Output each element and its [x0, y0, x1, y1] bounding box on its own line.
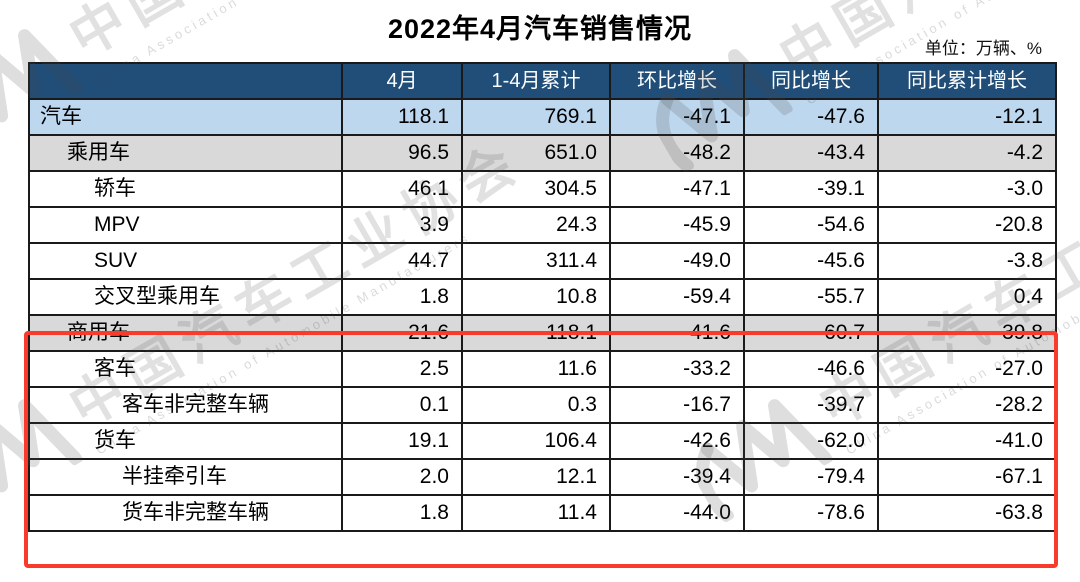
unit-note: 单位：万辆、%: [924, 39, 1042, 58]
column-header: 环比增长: [609, 62, 745, 100]
value-cell: -47.6: [743, 98, 879, 136]
row-label: 商用车: [28, 314, 343, 352]
value-cell: -47.1: [609, 170, 745, 208]
value-cell: 118.1: [461, 314, 611, 352]
value-cell: -42.6: [609, 422, 745, 460]
table-row: 客车 2.5 11.6 -33.2 -46.6 -27.0: [28, 350, 1057, 388]
row-label: SUV: [28, 242, 343, 280]
sales-table: 4月 1-4月累计 环比增长 同比增长 同比累计增长 汽车 118.1 769.1 -47.1…: [28, 62, 1057, 532]
table-row: SUV 44.7 311.4 -49.0 -45.6 -3.8: [28, 242, 1057, 280]
value-cell: 651.0: [461, 134, 611, 172]
value-cell: 11.6: [461, 350, 611, 388]
value-cell: 769.1: [461, 98, 611, 136]
value-cell: -44.0: [609, 494, 745, 532]
sales-table-wrap: 4月 1-4月累计 环比增长 同比增长 同比累计增长 汽车 118.1 769.1 -47.1…: [28, 62, 1057, 532]
value-cell: -45.9: [609, 206, 745, 244]
value-cell: 106.4: [461, 422, 611, 460]
value-cell: -62.0: [743, 422, 879, 460]
row-label: MPV: [28, 206, 343, 244]
value-cell: -47.1: [609, 98, 745, 136]
table-row: 汽车 118.1 769.1 -47.1 -47.6 -12.1: [28, 98, 1057, 136]
value-cell: -55.7: [743, 278, 879, 316]
value-cell: 10.8: [461, 278, 611, 316]
value-cell: -49.0: [609, 242, 745, 280]
value-cell: 11.4: [461, 494, 611, 532]
column-header: 1-4月累计: [461, 62, 611, 100]
value-cell: 1.8: [341, 494, 463, 532]
value-cell: -60.7: [743, 314, 879, 352]
row-label: 客车非完整车辆: [28, 386, 343, 424]
column-header-category: [28, 62, 343, 100]
value-cell: 19.1: [341, 422, 463, 460]
column-header: 同比增长: [743, 62, 879, 100]
value-cell: -39.8: [877, 314, 1057, 352]
value-cell: -67.1: [877, 458, 1057, 496]
row-label: 汽车: [28, 98, 343, 136]
value-cell: -3.0: [877, 170, 1057, 208]
value-cell: 46.1: [341, 170, 463, 208]
value-cell: -39.1: [743, 170, 879, 208]
table-row: 交叉型乘用车 1.8 10.8 -59.4 -55.7 0.4: [28, 278, 1057, 316]
table-body: 汽车 118.1 769.1 -47.1 -47.6 -12.1 乘用车 96.5 651.0-…: [28, 98, 1057, 532]
table-header-row: 4月 1-4月累计 环比增长 同比增长 同比累计增长: [28, 62, 1057, 100]
value-cell: -78.6: [743, 494, 879, 532]
value-cell: 2.5: [341, 350, 463, 388]
value-cell: 44.7: [341, 242, 463, 280]
value-cell: -12.1: [877, 98, 1057, 136]
value-cell: -41.0: [877, 422, 1057, 460]
table-row: 货车非完整车辆 1.8 11.4 -44.0 -78.6 -63.8: [28, 494, 1057, 532]
value-cell: -48.2: [609, 134, 745, 172]
value-cell: 3.9: [341, 206, 463, 244]
row-label: 货车非完整车辆: [28, 494, 343, 532]
value-cell: 2.0: [341, 458, 463, 496]
row-label: 货车: [28, 422, 343, 460]
page-title: 2022年4月汽车销售情况: [387, 14, 693, 44]
table-row: 轿车 46.1 304.5 -47.1 -39.1 -3.0: [28, 170, 1057, 208]
value-cell: -28.2: [877, 386, 1057, 424]
row-label: 客车: [28, 350, 343, 388]
column-header: 4月: [341, 62, 463, 100]
value-cell: -63.8: [877, 494, 1057, 532]
row-label: 乘用车: [28, 134, 343, 172]
value-cell: 12.1: [461, 458, 611, 496]
value-cell: -41.6: [609, 314, 745, 352]
table-row: 乘用车 96.5 651.0 -48.2 -43.4 -4.2: [28, 134, 1057, 172]
table-row: 客车非完整车辆 0.1 0.3 -16.7 -39.7 -28.2: [28, 386, 1057, 424]
table-row: 货车 19.1 106.4 -42.6 -62.0 -41.0: [28, 422, 1057, 460]
value-cell: 96.5: [341, 134, 463, 172]
value-cell: -16.7: [609, 386, 745, 424]
value-cell: -45.6: [743, 242, 879, 280]
value-cell: 24.3: [461, 206, 611, 244]
value-cell: 311.4: [461, 242, 611, 280]
value-cell: -43.4: [743, 134, 879, 172]
row-label: 轿车: [28, 170, 343, 208]
value-cell: 1.8: [341, 278, 463, 316]
value-cell: 118.1: [341, 98, 463, 136]
table-row: 商用车 21.6 118.1 -41.6 -60.7 -39.8: [28, 314, 1057, 352]
value-cell: -39.4: [609, 458, 745, 496]
value-cell: -20.8: [877, 206, 1057, 244]
value-cell: 21.6: [341, 314, 463, 352]
row-label: 半挂牵引车: [28, 458, 343, 496]
value-cell: -46.6: [743, 350, 879, 388]
value-cell: -59.4: [609, 278, 745, 316]
row-label: 交叉型乘用车: [28, 278, 343, 316]
value-cell: -33.2: [609, 350, 745, 388]
value-cell: -39.7: [743, 386, 879, 424]
value-cell: 0.4: [877, 278, 1057, 316]
column-header: 同比累计增长: [877, 62, 1057, 100]
value-cell: 0.1: [341, 386, 463, 424]
value-cell: -79.4: [743, 458, 879, 496]
table-row: 半挂牵引车 2.0 12.1 -39.4 -79.4 -67.1: [28, 458, 1057, 496]
value-cell: -27.0: [877, 350, 1057, 388]
value-cell: -4.2: [877, 134, 1057, 172]
value-cell: -3.8: [877, 242, 1057, 280]
table-row: MPV 3.9 24.3 -45.9 -54.6 -20.8: [28, 206, 1057, 244]
value-cell: -54.6: [743, 206, 879, 244]
value-cell: 0.3: [461, 386, 611, 424]
value-cell: 304.5: [461, 170, 611, 208]
